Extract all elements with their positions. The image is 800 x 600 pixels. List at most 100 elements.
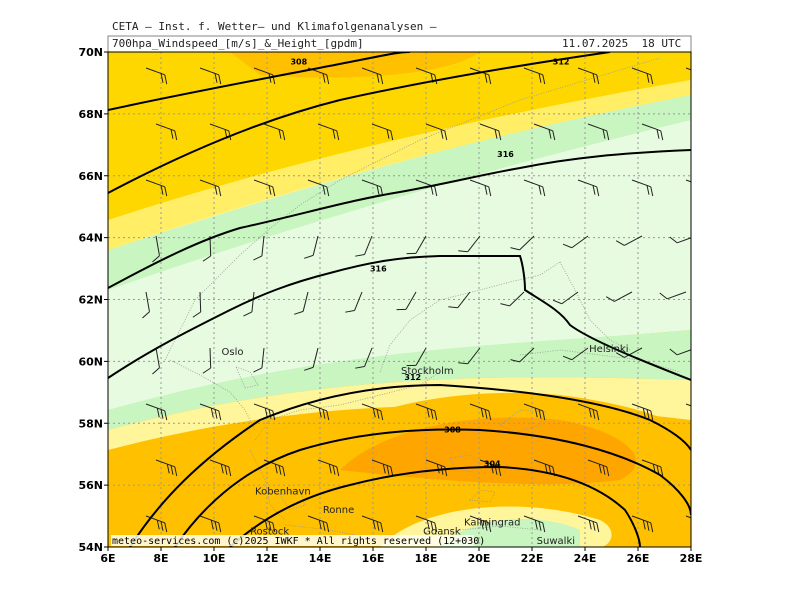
contour-label: 308 [290,57,307,66]
city-label: Ronne [323,505,354,516]
wind-barb [510,347,535,363]
contour-labels: 308 312 316 316 312 308 304 [290,57,569,468]
wind-barb [415,403,438,421]
wind-barb [533,123,556,141]
contour-label: 316 [370,265,387,274]
wind-barb [479,123,502,141]
wind-barb [615,347,643,358]
wind-barb [406,347,427,367]
coastline [279,489,306,511]
wind-barb [552,291,579,305]
wind-barb [458,235,481,253]
coastline [169,359,256,431]
wind-barb [263,123,286,141]
x-axis-label: 12E [256,552,279,565]
y-axis-label: 66N [78,170,103,183]
lat-lon-grid [108,52,691,547]
y-axis-label: 60N [78,355,103,368]
city-label: Suwalki [537,536,575,547]
wind-barb [345,291,363,313]
coastline [254,371,441,441]
wind-barb [192,291,202,318]
band-dark-orange-south [340,417,637,485]
band-light-green-center [108,120,691,410]
city-label: Rostock [250,527,289,538]
title-box [107,35,692,53]
x-axis-label: 20E [468,552,491,565]
wind-barb [152,235,160,263]
contour-label: 308 [444,426,461,435]
wind-barb [562,347,589,361]
wind-barb [294,291,309,315]
contour-label: 316 [497,150,514,159]
wind-barb [199,179,222,197]
coastline [164,57,661,361]
band-green-baltic [440,518,580,547]
valid-time: 11.07.2025 18 UTC [562,37,682,50]
wind-barb [361,403,384,421]
wind-barb [199,403,222,421]
x-axis-label: 6E [100,552,115,565]
wind-barb [304,347,319,371]
contour-label: 312 [553,57,570,66]
wind-barb [631,179,654,197]
wind-barb [355,347,373,369]
wind-barb [425,123,448,141]
wind-barb [415,515,438,533]
wind-barb [685,403,691,412]
wind-barb [469,179,492,197]
y-axis-label: 58N [78,417,103,430]
wind-barb [605,291,633,302]
wind-barb [307,515,330,533]
copyright: meteo-services.com (c)2025 IWKF * All ri… [112,536,485,547]
y-axis-label: 56N [78,479,103,492]
copyright-box [111,535,474,546]
wind-barb [253,235,265,261]
wind-barb [577,403,600,421]
coastline [449,454,481,473]
coastline [519,349,681,373]
wind-barb [145,403,168,421]
wind-barb [307,179,330,197]
wind-barb [669,235,691,244]
wind-barb [587,459,610,477]
wind-barb [615,235,643,246]
wind-barb [243,291,255,317]
wind-barb [199,67,222,85]
wind-barb [469,67,492,85]
wind-barb [685,515,691,524]
city-labels: Oslo Stockholm Helsinki Kobenhavn Ronne Rosto… [222,344,629,547]
wind-barb [396,291,417,311]
wind-barb [361,515,384,533]
wind-barb [209,459,232,477]
coastline [559,261,631,351]
band-gold-northwest [108,52,691,220]
wind-barb [523,515,546,533]
height-contours [108,52,691,547]
wind-barb [253,347,265,373]
wind-barb [263,459,286,477]
wind-barb [142,291,150,319]
variable-label: 700hpa_Windspeed_[m/s]_&_Height_[gpdm] [112,37,364,50]
x-axis-label: 22E [521,552,544,565]
height-contour [108,149,691,289]
wind-barb [155,123,178,141]
contour-label: 304 [484,460,501,469]
wind-barb [199,515,222,533]
x-axis-label: 14E [309,552,332,565]
city-label: Helsinki [589,344,628,355]
wind-barb [304,235,319,259]
wind-barb [669,347,691,356]
wind-barb [577,67,600,85]
x-axis-label: 24E [574,552,597,565]
y-axis-labels: 54N 56N 58N 60N 62N 64N 66N 68N 70N [78,46,103,554]
height-contour [108,52,411,111]
city-label: Stockholm [401,366,454,377]
wind-barbs [142,67,691,533]
wind-barb [631,403,654,421]
axis-ticks [104,51,692,551]
city-label: Gdansk [423,527,461,538]
height-contour [108,255,691,381]
band-orange-arctic [230,52,480,78]
wind-barb [307,403,330,421]
